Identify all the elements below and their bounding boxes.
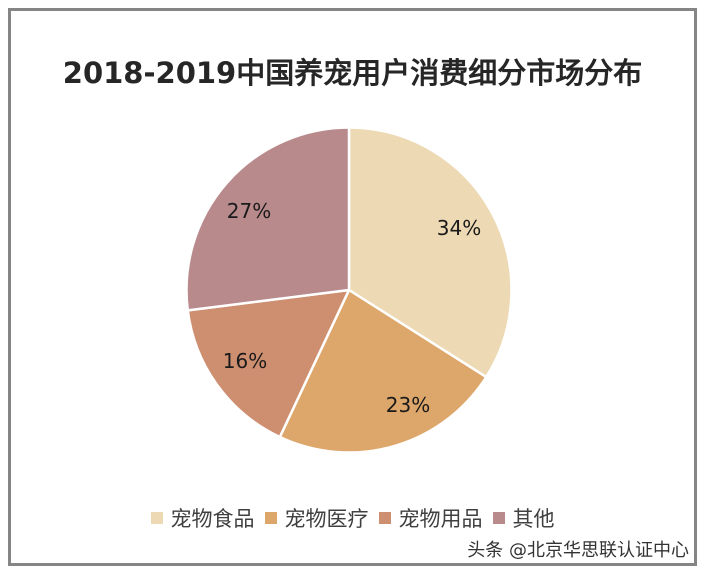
legend-swatch-food xyxy=(150,512,163,524)
slice-label-medical: 23% xyxy=(386,393,430,417)
slice-label-food: 34% xyxy=(437,216,481,240)
legend-item-other[interactable]: 其他 xyxy=(492,503,555,533)
legend-label-other: 其他 xyxy=(512,507,555,531)
chart-title: 2018-2019中国养宠用户消费细分市场分布 xyxy=(62,56,643,90)
legend-label-medical: 宠物医疗 xyxy=(284,507,369,531)
slice-label-supplies: 16% xyxy=(223,349,267,373)
legend-swatch-other xyxy=(492,512,505,524)
slice-label-other: 27% xyxy=(227,199,271,223)
legend-swatch-medical xyxy=(264,512,277,524)
legend-item-supplies[interactable]: 宠物用品 xyxy=(378,503,483,533)
legend-label-food: 宠物食品 xyxy=(170,507,255,531)
legend-label-supplies: 宠物用品 xyxy=(398,507,483,531)
chart-legend: 宠物食品 宠物医疗 宠物用品 其他 xyxy=(0,503,705,533)
legend-item-medical[interactable]: 宠物医疗 xyxy=(264,503,369,533)
pie-slice-other[interactable] xyxy=(185,126,351,312)
legend-item-food[interactable]: 宠物食品 xyxy=(150,503,255,533)
pie-slice-supplies[interactable] xyxy=(186,288,351,439)
legend-swatch-supplies xyxy=(378,512,391,524)
watermark: 头条 @北京华思联认证中心 xyxy=(467,540,689,561)
pie-slice-medical[interactable] xyxy=(278,288,488,454)
